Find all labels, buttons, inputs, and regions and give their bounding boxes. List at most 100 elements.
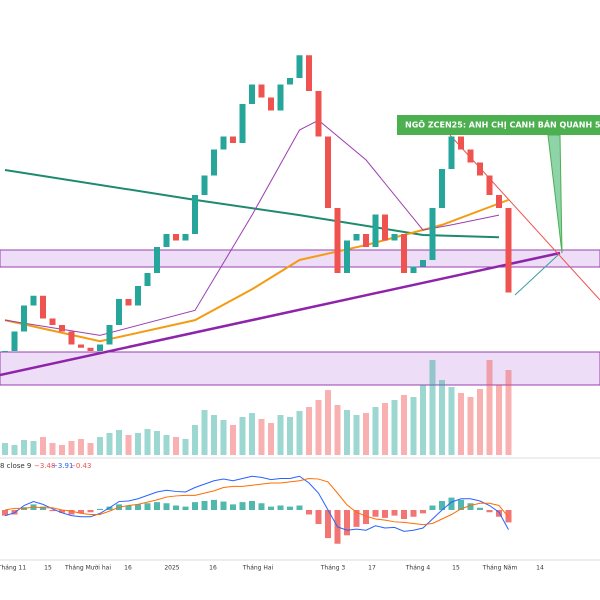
x-tick-label: Tháng 3 bbox=[320, 565, 346, 572]
x-tick-label: 15 bbox=[44, 565, 52, 572]
macd-hist bbox=[429, 505, 436, 510]
candle bbox=[496, 195, 502, 208]
macd-hist bbox=[87, 510, 94, 513]
candle bbox=[220, 136, 227, 150]
volume-bar bbox=[344, 410, 350, 455]
candle bbox=[201, 175, 208, 195]
volume-bar bbox=[334, 405, 341, 455]
macd-hist bbox=[325, 510, 331, 539]
candle bbox=[106, 325, 113, 345]
candle bbox=[401, 234, 407, 273]
candle bbox=[372, 214, 379, 247]
macd-hist bbox=[448, 497, 455, 510]
candle bbox=[230, 136, 236, 143]
candle bbox=[325, 136, 331, 208]
volume-bar bbox=[106, 433, 113, 455]
candle bbox=[448, 136, 455, 169]
candle bbox=[353, 234, 360, 241]
macd-hist bbox=[505, 510, 512, 523]
projection-arrow bbox=[514, 254, 559, 296]
volume-bar bbox=[391, 400, 398, 455]
x-tick-label: 16 bbox=[209, 565, 217, 572]
trendline bbox=[449, 134, 600, 301]
volume-bar bbox=[40, 437, 46, 455]
macd-hist bbox=[40, 506, 46, 510]
volume-bar bbox=[410, 397, 417, 455]
volume-bar bbox=[258, 419, 265, 455]
candle bbox=[182, 234, 189, 241]
candle bbox=[144, 273, 151, 286]
resistance-zone bbox=[0, 249, 600, 268]
macd-hist bbox=[306, 510, 312, 515]
volume-bar bbox=[59, 445, 65, 455]
macd-hist bbox=[154, 502, 160, 510]
candle bbox=[21, 305, 27, 332]
signal-line bbox=[4, 477, 509, 526]
candle bbox=[334, 208, 341, 273]
macd-hist bbox=[2, 510, 8, 516]
candle bbox=[277, 84, 284, 111]
candle bbox=[467, 149, 474, 163]
x-tick-label: Tháng Hai bbox=[242, 565, 274, 572]
macd-hist bbox=[97, 508, 103, 510]
candle bbox=[239, 104, 246, 143]
x-tick-label: 16 bbox=[124, 565, 132, 572]
volume-bar bbox=[220, 420, 227, 455]
candle bbox=[410, 266, 417, 273]
candle bbox=[154, 247, 160, 273]
candle bbox=[477, 162, 483, 176]
macd-hist bbox=[49, 510, 56, 512]
volume-bar bbox=[239, 417, 246, 455]
macd-hist bbox=[78, 510, 84, 514]
candle bbox=[2, 351, 8, 352]
volume-bar bbox=[11, 445, 18, 455]
candle bbox=[211, 149, 217, 176]
volume-bar bbox=[230, 425, 236, 455]
candle bbox=[249, 84, 255, 104]
volume-bar bbox=[211, 415, 217, 455]
x-tick-label: 17 bbox=[368, 565, 376, 572]
x-tick-label: 2025 bbox=[164, 565, 179, 572]
volume-bar bbox=[97, 437, 103, 455]
candle bbox=[11, 331, 18, 351]
volume-bar bbox=[467, 397, 474, 455]
candle bbox=[30, 295, 37, 306]
volume-bar bbox=[439, 380, 445, 455]
candle bbox=[363, 234, 369, 247]
candle bbox=[49, 318, 56, 325]
macd-hist bbox=[420, 510, 426, 514]
annotation-box bbox=[397, 115, 600, 135]
volume-bar bbox=[420, 385, 426, 455]
volume-bar bbox=[401, 395, 407, 455]
candle bbox=[68, 331, 75, 345]
candle bbox=[125, 299, 132, 306]
volume-bar bbox=[2, 443, 8, 455]
candle bbox=[382, 214, 388, 241]
candle bbox=[40, 295, 46, 319]
x-tick-label: 15 bbox=[452, 565, 460, 572]
macd-hist bbox=[477, 507, 483, 510]
macd-hist bbox=[344, 510, 350, 536]
candle bbox=[505, 208, 512, 293]
candle bbox=[344, 240, 350, 273]
volume-bar bbox=[277, 415, 284, 455]
x-tick-label: Tháng Mười hai bbox=[64, 565, 111, 572]
macd-hist bbox=[182, 506, 189, 510]
volume-bar bbox=[182, 439, 189, 455]
volume-bar bbox=[249, 413, 255, 455]
volume-bar bbox=[125, 435, 132, 455]
macd-hist bbox=[391, 510, 398, 516]
macd-hist bbox=[258, 503, 265, 510]
volume-bar bbox=[268, 423, 274, 455]
x-tick-label: Tháng Năm bbox=[482, 565, 518, 572]
moving-average bbox=[4, 119, 500, 336]
volume-bar bbox=[192, 425, 198, 455]
candle bbox=[420, 260, 426, 267]
volume-bar bbox=[429, 360, 436, 455]
macd-line bbox=[4, 475, 509, 532]
macd-hist bbox=[410, 510, 417, 517]
volume-bar bbox=[30, 441, 37, 455]
candle bbox=[258, 84, 265, 98]
